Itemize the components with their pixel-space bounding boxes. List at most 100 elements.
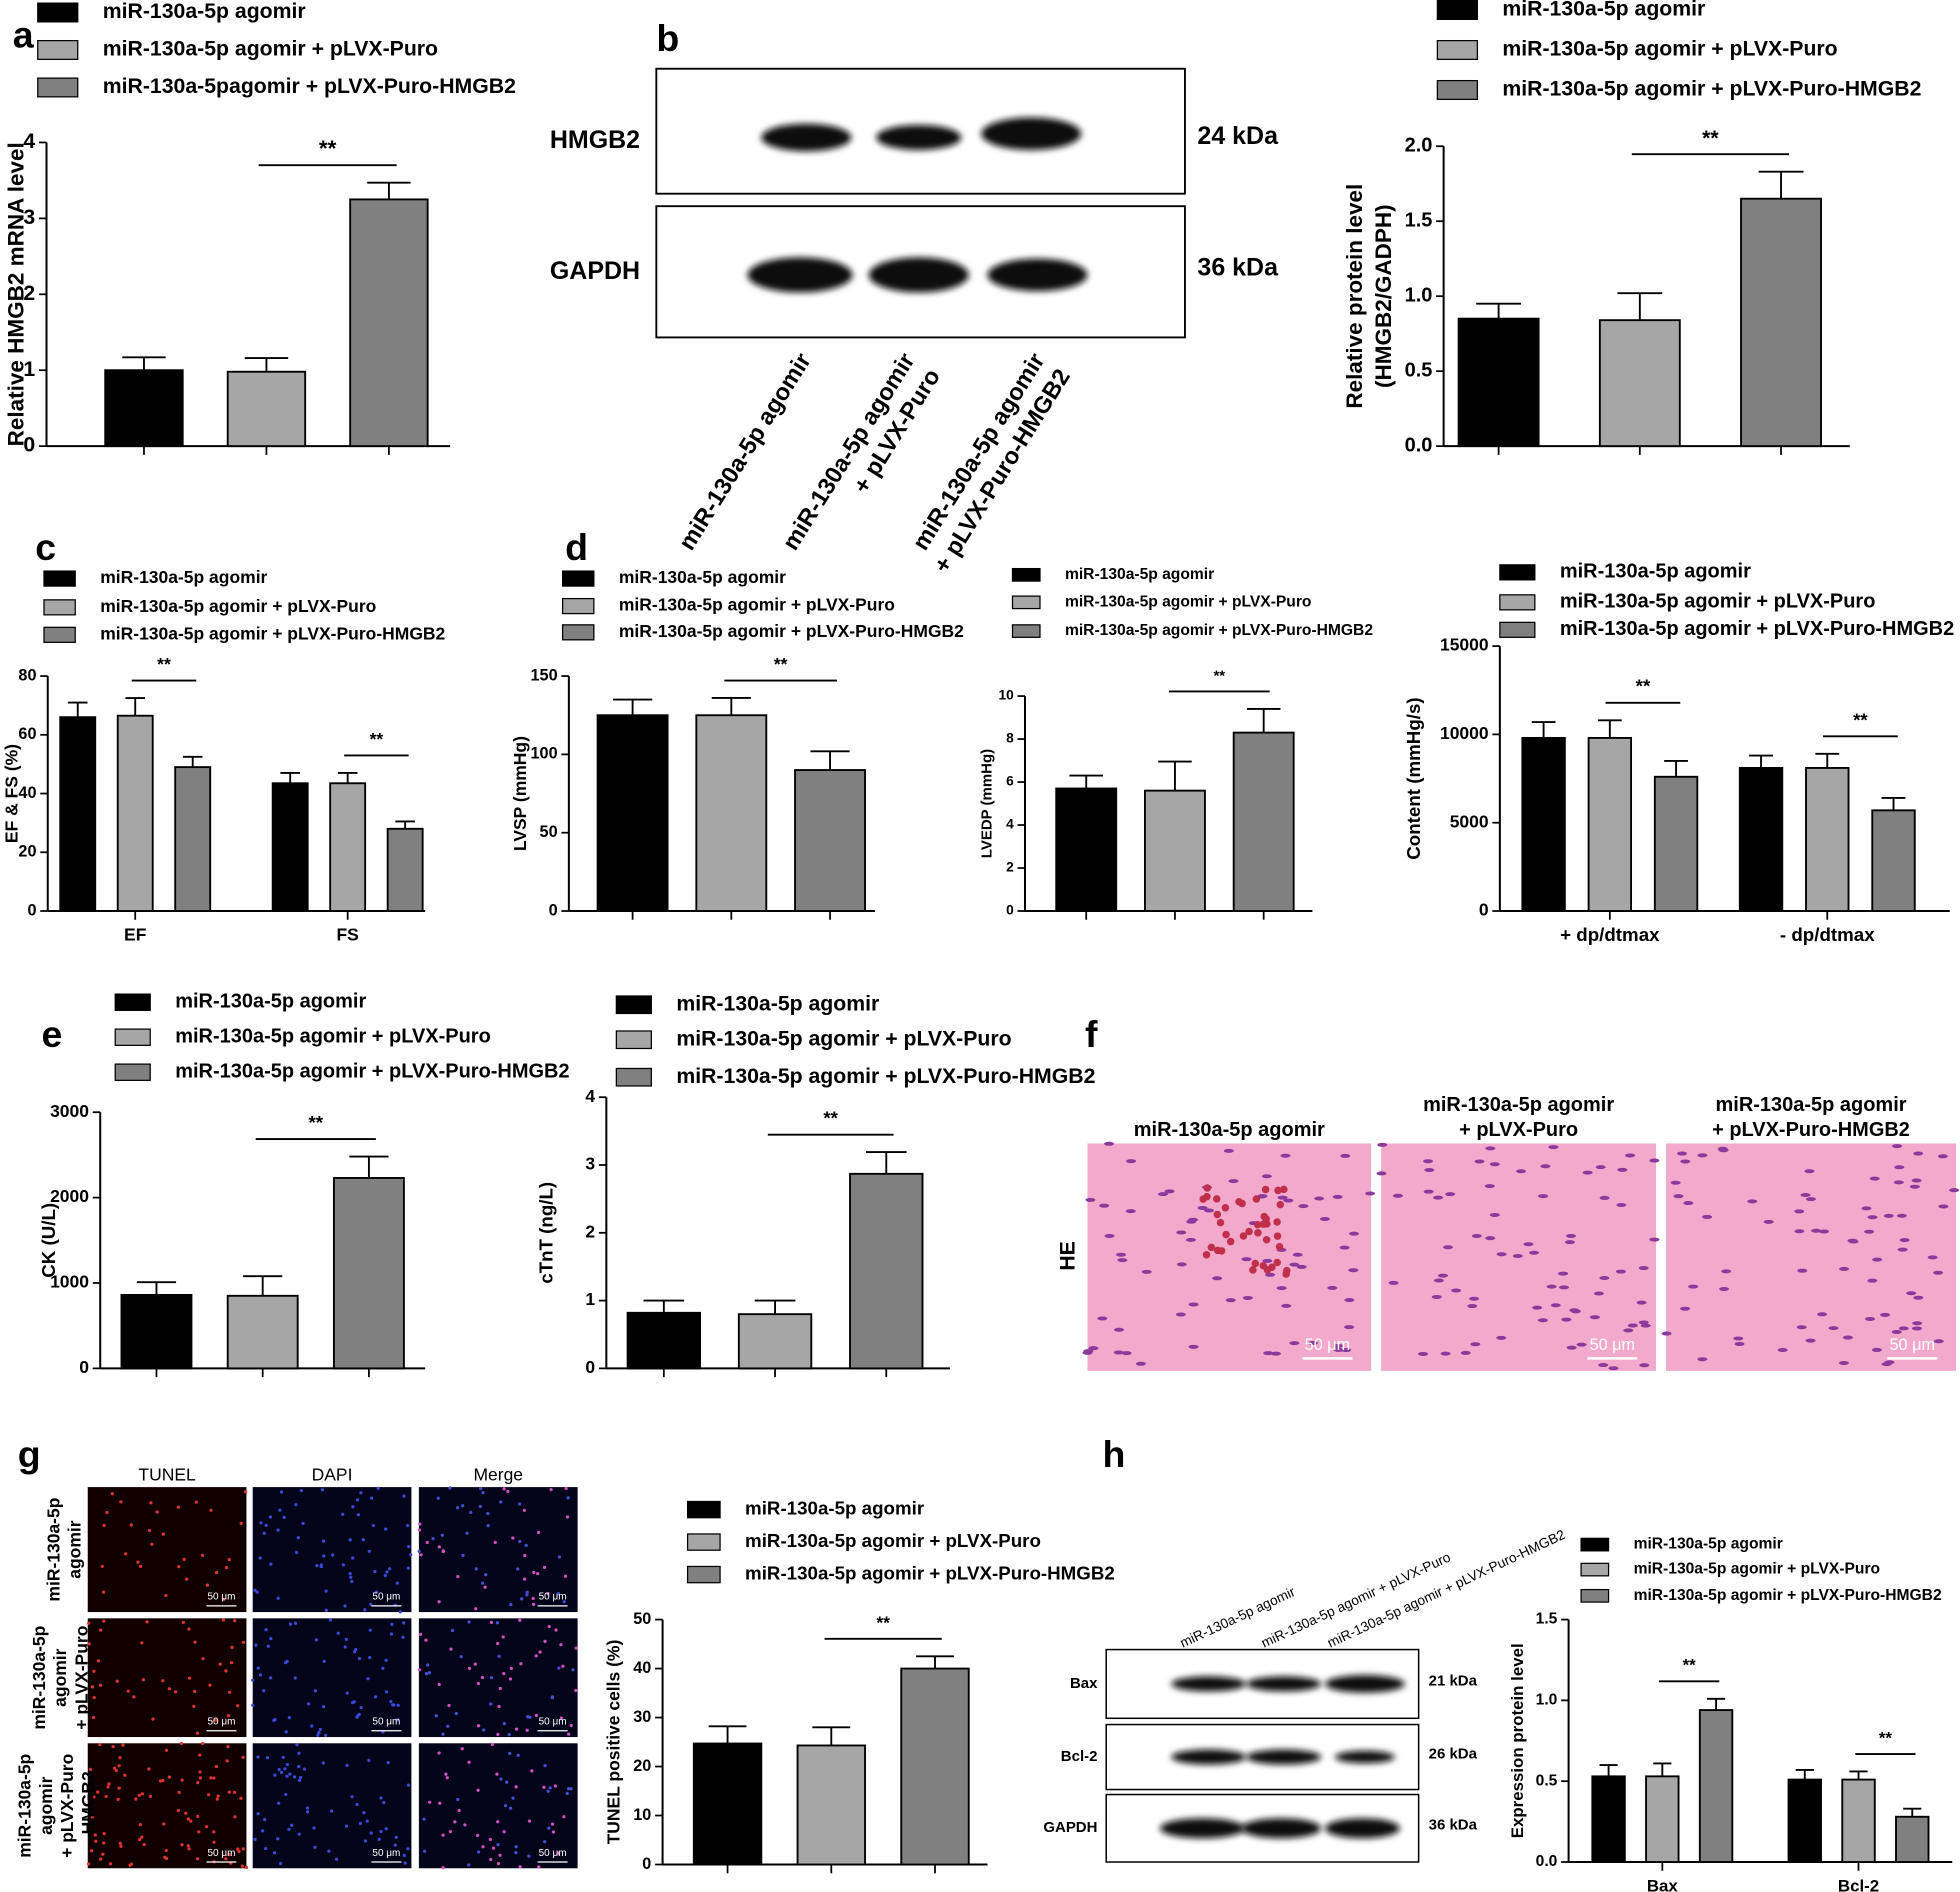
signal bbox=[102, 1523, 106, 1528]
nucleus bbox=[1937, 1154, 1948, 1159]
signal bbox=[499, 1500, 503, 1504]
row-label-line: -HMGB2 bbox=[78, 1771, 98, 1840]
signal bbox=[92, 1669, 96, 1673]
nucleus bbox=[1418, 1351, 1429, 1356]
legend-label: miR-130a-5p agomir bbox=[619, 567, 786, 587]
signal bbox=[233, 1619, 237, 1623]
signal bbox=[142, 1842, 146, 1847]
signal bbox=[312, 1826, 316, 1830]
signal bbox=[384, 1527, 388, 1531]
nucleus bbox=[1673, 1194, 1684, 1199]
signal bbox=[272, 1851, 277, 1855]
scale-bar-label: 50 μm bbox=[207, 1848, 235, 1859]
nucleus bbox=[1804, 1169, 1815, 1174]
signal bbox=[403, 1861, 407, 1865]
signal bbox=[121, 1743, 125, 1747]
signal bbox=[437, 1600, 441, 1604]
signal bbox=[297, 1764, 301, 1769]
legend-swatch bbox=[43, 626, 76, 643]
nucleus bbox=[1891, 1329, 1902, 1334]
signal bbox=[224, 1857, 228, 1861]
signal bbox=[356, 1513, 361, 1517]
signal bbox=[215, 1797, 219, 1801]
signal bbox=[264, 1628, 268, 1632]
bar bbox=[1232, 731, 1295, 912]
signal bbox=[424, 1672, 429, 1676]
row-label-line: miR-130a-5p bbox=[15, 1754, 35, 1858]
signal bbox=[288, 1772, 292, 1776]
legend-label: miR-130a-5p agomir + pLVX-Puro bbox=[103, 37, 438, 61]
signal bbox=[343, 1645, 347, 1649]
signal bbox=[320, 1488, 325, 1492]
row-label-line: miR-130a-5p bbox=[29, 1626, 49, 1730]
nucleus bbox=[1241, 1257, 1252, 1262]
signal bbox=[495, 1621, 500, 1625]
signal bbox=[489, 1620, 494, 1625]
row-label-line: + pLVX-Puro bbox=[71, 1626, 91, 1730]
signal bbox=[394, 1835, 398, 1839]
signal bbox=[147, 1528, 152, 1533]
nucleus bbox=[1340, 1153, 1351, 1158]
signal bbox=[283, 1767, 287, 1771]
signal bbox=[195, 1731, 200, 1735]
legend-label: miR-130a-5pagomir + pLVX-Puro-HMGB2 bbox=[103, 74, 516, 98]
signal bbox=[278, 1508, 282, 1512]
nucleus bbox=[1433, 1195, 1444, 1200]
legend-swatch bbox=[686, 1565, 721, 1584]
legend-label: miR-130a-5p agomir + pLVX-Puro-HMGB2 bbox=[745, 1563, 1115, 1584]
nucleus bbox=[1242, 1295, 1253, 1300]
nucleus bbox=[1276, 1286, 1287, 1291]
legend-swatch bbox=[1011, 567, 1041, 582]
nucleus bbox=[1185, 1237, 1196, 1242]
signal bbox=[293, 1676, 297, 1680]
rbc bbox=[1221, 1204, 1230, 1212]
bar bbox=[1144, 789, 1206, 912]
rbc bbox=[1274, 1186, 1282, 1195]
y-tick-label: 4 bbox=[1006, 817, 1014, 832]
signal bbox=[327, 1849, 331, 1853]
signal bbox=[241, 1847, 245, 1851]
y-tick-label: 0.0 bbox=[1536, 1853, 1558, 1870]
signal bbox=[87, 1642, 91, 1646]
nucleus bbox=[1377, 1142, 1388, 1147]
blot-band bbox=[876, 124, 962, 150]
y-tick-label: 3 bbox=[585, 1154, 595, 1174]
signal bbox=[537, 1865, 541, 1869]
nucleus bbox=[1392, 1193, 1403, 1198]
nucleus bbox=[1697, 1153, 1708, 1158]
fluorescence-image bbox=[87, 1743, 247, 1869]
signal bbox=[98, 1683, 103, 1687]
signal bbox=[276, 1528, 280, 1532]
y-tick-label: 2.0 bbox=[1405, 134, 1433, 156]
nucleus bbox=[1638, 1320, 1649, 1325]
signal bbox=[99, 1628, 103, 1632]
signal bbox=[151, 1717, 155, 1721]
signal bbox=[457, 1808, 461, 1813]
signal bbox=[184, 1811, 188, 1815]
signal bbox=[129, 1523, 133, 1527]
y-tick-label: 15000 bbox=[1440, 635, 1489, 655]
signal bbox=[351, 1556, 355, 1560]
signal bbox=[149, 1501, 153, 1505]
scale-bar-label: 50 μm bbox=[207, 1717, 235, 1728]
signal bbox=[373, 1695, 378, 1699]
y-tick-label: 1.5 bbox=[1536, 1611, 1558, 1628]
y-tick-label: 50 bbox=[633, 1610, 651, 1628]
bar bbox=[59, 716, 97, 912]
nucleus bbox=[1223, 1148, 1234, 1153]
nucleus bbox=[1469, 1296, 1480, 1301]
nucleus bbox=[1894, 1165, 1905, 1170]
signal bbox=[117, 1764, 121, 1768]
signal bbox=[216, 1794, 220, 1798]
bar bbox=[1645, 1775, 1680, 1863]
signal bbox=[505, 1780, 509, 1784]
signal bbox=[350, 1579, 354, 1584]
signal bbox=[384, 1827, 388, 1831]
nucleus bbox=[1872, 1257, 1883, 1262]
rbc bbox=[1213, 1210, 1222, 1219]
signal bbox=[307, 1702, 311, 1706]
signal bbox=[140, 1641, 144, 1645]
signal bbox=[532, 1570, 536, 1575]
y-tick-label: 3 bbox=[23, 205, 35, 229]
signal bbox=[164, 1593, 168, 1598]
